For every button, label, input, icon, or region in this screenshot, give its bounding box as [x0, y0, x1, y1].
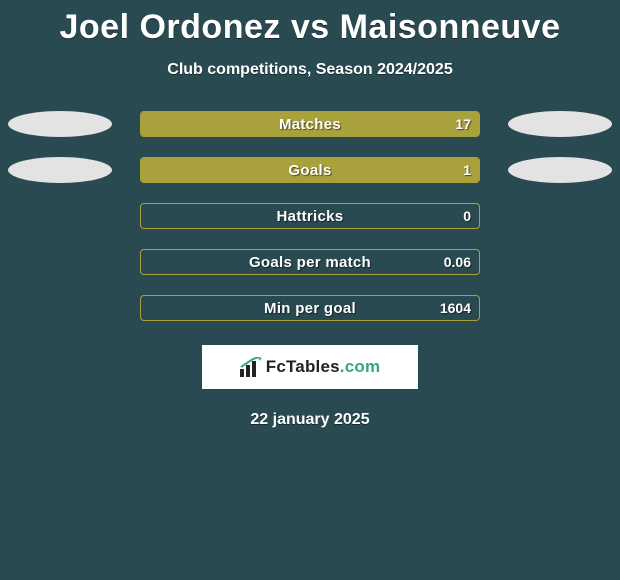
stat-row: Goals1 — [0, 157, 620, 183]
stat-value: 0.06 — [444, 250, 471, 274]
left-value-ellipse — [8, 157, 112, 183]
logo-text: FcTables.com — [266, 357, 381, 377]
stat-label: Goals — [141, 158, 479, 182]
stat-bar: Matches17 — [140, 111, 480, 137]
stat-row: Hattricks0 — [0, 203, 620, 229]
stat-value: 0 — [463, 204, 471, 228]
date-label: 22 january 2025 — [0, 411, 620, 429]
fctables-logo[interactable]: FcTables.com — [202, 345, 418, 389]
page-title: Joel Ordonez vs Maisonneuve — [0, 0, 620, 47]
stat-bar: Goals per match0.06 — [140, 249, 480, 275]
right-value-ellipse — [508, 157, 612, 183]
stat-label: Matches — [141, 112, 479, 136]
subtitle: Club competitions, Season 2024/2025 — [0, 61, 620, 79]
stat-label: Min per goal — [141, 296, 479, 320]
left-value-ellipse — [8, 111, 112, 137]
stat-row: Goals per match0.06 — [0, 249, 620, 275]
stat-label: Goals per match — [141, 250, 479, 274]
stat-value: 1 — [463, 158, 471, 182]
stat-value: 1604 — [440, 296, 471, 320]
stat-bar: Hattricks0 — [140, 203, 480, 229]
chart-icon — [240, 357, 262, 377]
stat-value: 17 — [455, 112, 471, 136]
stat-label: Hattricks — [141, 204, 479, 228]
stat-row: Matches17 — [0, 111, 620, 137]
stat-bar: Goals1 — [140, 157, 480, 183]
stats-container: Matches17 Goals1 Hattricks0 Goals per match… — [0, 111, 620, 321]
stat-row: Min per goal1604 — [0, 295, 620, 321]
stat-bar: Min per goal1604 — [140, 295, 480, 321]
right-value-ellipse — [508, 111, 612, 137]
